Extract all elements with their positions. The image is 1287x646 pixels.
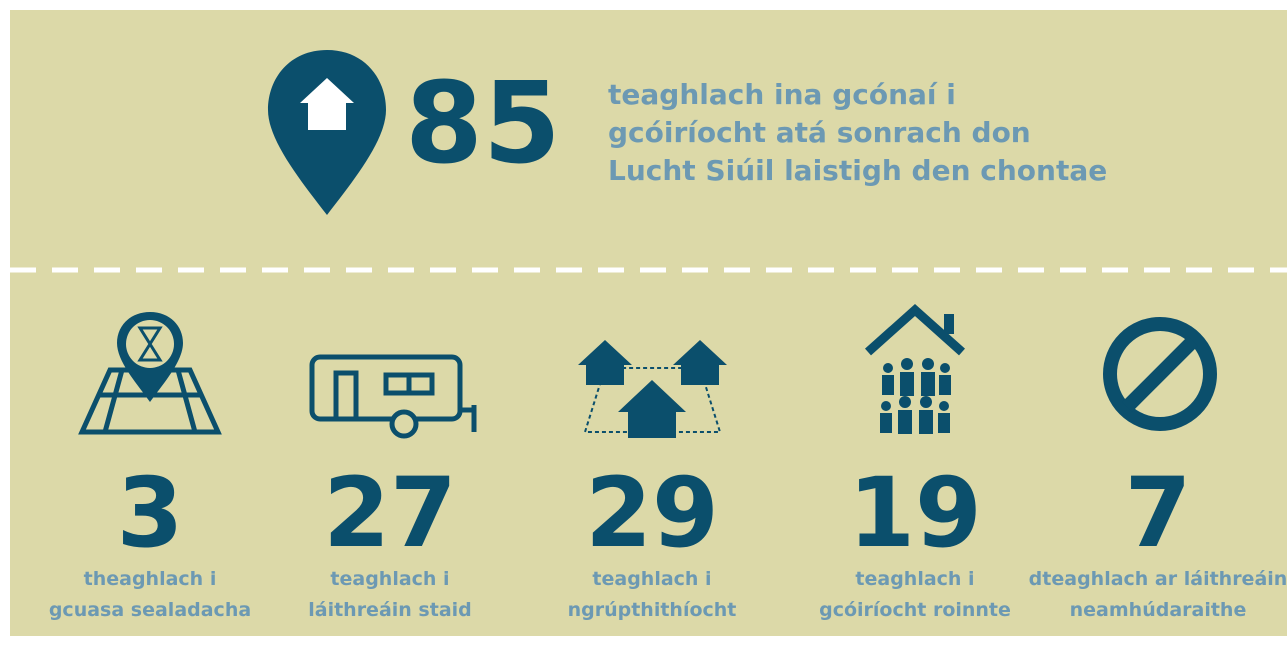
header-text: teaghlach ina gcónaí i [608,78,956,111]
map-icon [78,312,222,435]
item-label: láithreáin staid [308,599,472,621]
item-label: gcóiríocht roinnte [819,599,1011,621]
group-housing-icon [578,340,727,438]
item-label: gcuasa sealadacha [49,599,251,621]
item-label: teaghlach i [330,568,449,590]
item-label: neamhúdaraithe [1070,599,1247,621]
pin-icon [268,50,386,215]
prohibited-icon [1103,317,1217,431]
item-number: 19 [848,457,982,569]
header-text: gcóiríocht atá sonrach don [608,116,1031,149]
background [10,10,1287,636]
item-number: 7 [1125,457,1192,569]
caravan-icon [309,354,477,439]
item-label: ngrúpthithíocht [568,599,737,621]
shared-housing-icon [865,303,965,434]
header-number: 85 [405,59,561,189]
item-label: teaghlach i [855,568,974,590]
item-number: 29 [585,457,719,569]
header-text: Lucht Siúil laistigh den chontae [608,154,1107,187]
item-label: dteaghlach ar láithreáin [1029,568,1287,590]
item-label: teaghlach i [592,568,711,590]
item-label: theaghlach i [84,568,217,590]
item-number: 3 [117,457,184,569]
item-number: 27 [323,457,457,569]
